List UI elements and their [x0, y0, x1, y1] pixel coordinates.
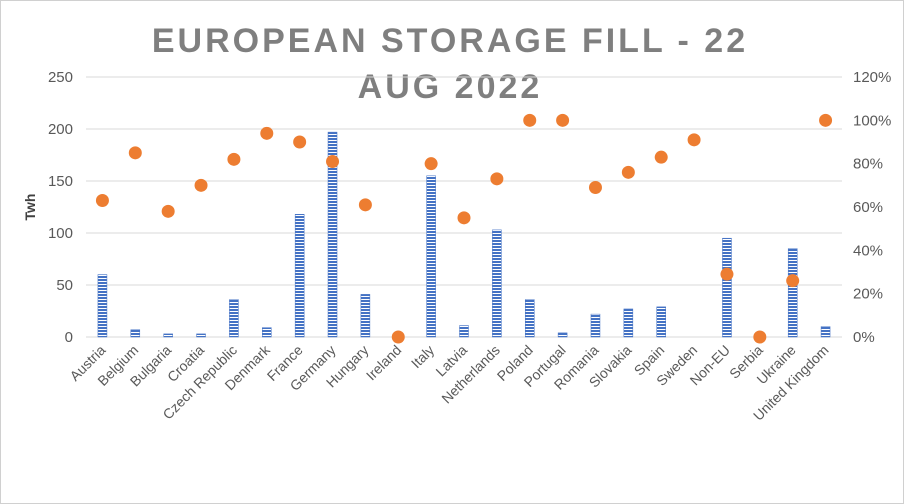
data-point [128, 146, 142, 160]
data-point [457, 211, 471, 225]
bar [294, 214, 305, 338]
bar [590, 313, 601, 338]
bar [97, 274, 108, 338]
y2-tick-label: 60% [853, 199, 883, 216]
bar [557, 332, 568, 338]
bar [459, 325, 469, 338]
data-point [588, 181, 602, 194]
bar [360, 294, 371, 338]
data-point [391, 330, 405, 344]
bar [196, 333, 206, 338]
bar [426, 175, 436, 338]
bar [787, 248, 798, 338]
bar [130, 329, 141, 338]
y-tick-label: 0 [65, 329, 73, 346]
data-point [227, 152, 241, 166]
y2-tick-label: 120% [853, 69, 891, 86]
data-point [95, 194, 109, 207]
data-point [556, 113, 570, 127]
data-point [326, 155, 340, 168]
data-point [687, 133, 701, 147]
data-point [490, 172, 504, 186]
bar [327, 131, 338, 338]
y-tick-label: 250 [48, 69, 73, 86]
bar [262, 327, 272, 338]
data-point [293, 135, 307, 149]
bar [229, 299, 239, 338]
chart-title: EUROPEAN STORAGE FILL - 22 AUG 2022 [151, 22, 749, 106]
y2-tick-label: 40% [853, 242, 883, 259]
data-point [424, 157, 438, 171]
y-tick-label: 100 [48, 225, 73, 242]
y2-tick-label: 100% [853, 112, 891, 129]
data-point [194, 178, 208, 192]
data-point [358, 198, 372, 212]
bar [623, 308, 634, 338]
data-point [260, 126, 274, 140]
bar [163, 333, 173, 338]
y-tick-label: 50 [56, 277, 73, 294]
category-label: Ireland [363, 342, 405, 384]
y2-tick-label: 0% [853, 329, 875, 346]
y-tick-label: 150 [48, 173, 73, 190]
data-point [786, 274, 800, 288]
bar [820, 326, 831, 338]
data-point [621, 165, 635, 179]
data-point [654, 150, 668, 164]
bar [524, 299, 535, 338]
y-axis-label: Twh [22, 194, 38, 221]
data-point [720, 267, 734, 281]
data-point [161, 204, 175, 218]
data-point [523, 113, 537, 127]
data-point [819, 113, 833, 127]
data-point [753, 330, 767, 344]
bar [492, 229, 502, 338]
bar [656, 306, 666, 338]
y2-tick-label: 20% [853, 286, 883, 303]
y-tick-label: 200 [48, 121, 73, 138]
bar [722, 237, 732, 338]
y2-tick-label: 80% [853, 156, 883, 173]
